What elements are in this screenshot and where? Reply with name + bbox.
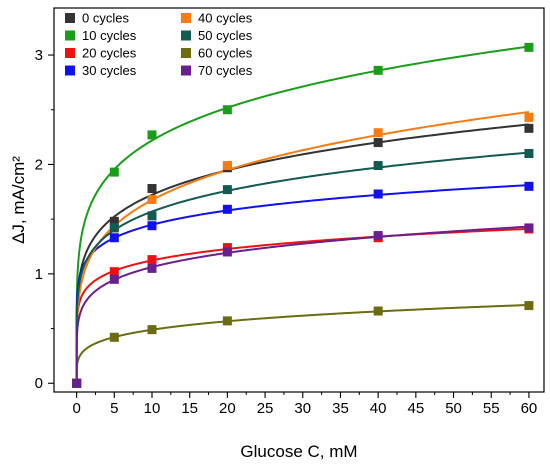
data-point	[147, 130, 157, 140]
data-point	[524, 112, 534, 122]
data-point	[147, 263, 157, 273]
y-axis-title: ΔJ, mA/cm²	[9, 156, 28, 244]
data-point	[109, 216, 119, 226]
x-tick-label: 60	[521, 400, 538, 417]
legend-marker	[181, 13, 191, 23]
data-point	[147, 221, 157, 231]
x-tick-label: 35	[332, 400, 349, 417]
x-tick-label: 50	[445, 400, 462, 417]
legend-marker	[181, 30, 191, 41]
data-point	[147, 325, 157, 335]
data-point	[72, 378, 82, 388]
data-markers	[72, 42, 534, 388]
y-tick-label: 2	[35, 156, 43, 173]
x-tick-label: 40	[370, 400, 387, 417]
data-point	[109, 223, 119, 233]
data-point	[524, 42, 534, 52]
data-point	[373, 65, 383, 75]
legend-label: 30 cycles	[82, 63, 137, 78]
x-tick-label: 45	[408, 400, 425, 417]
data-point	[373, 306, 383, 316]
fit-curve	[75, 123, 530, 384]
data-point	[373, 138, 383, 148]
legend-marker	[181, 48, 191, 58]
fit-curve	[75, 110, 530, 384]
legend-marker	[181, 65, 191, 76]
legend: 0 cycles 10 cycles 20 cycles 30 cycles 40 cy…	[65, 11, 253, 78]
y-tick-label: 0	[35, 375, 43, 392]
legend-marker	[65, 48, 75, 58]
x-tick-label: 20	[219, 400, 236, 417]
data-point	[109, 332, 119, 342]
x-axis-title: Glucose C, mM	[240, 442, 357, 461]
data-point	[373, 189, 383, 199]
legend-label: 40 cycles	[198, 11, 253, 26]
data-point	[222, 247, 232, 257]
legend-marker	[65, 65, 75, 76]
legend-marker	[65, 13, 75, 23]
fit-curve	[75, 151, 530, 384]
data-point	[373, 128, 383, 138]
data-point	[373, 231, 383, 241]
data-point	[524, 223, 534, 233]
data-point	[147, 194, 157, 204]
fit-curve	[75, 45, 530, 384]
data-point	[109, 233, 119, 243]
x-tick-label: 55	[483, 400, 500, 417]
data-point	[147, 184, 157, 194]
x-tick-label: 5	[110, 400, 118, 417]
data-point	[222, 204, 232, 214]
fit-curves	[75, 45, 530, 384]
data-point	[222, 161, 232, 171]
fit-curve	[75, 227, 529, 384]
x-tick-label: 30	[294, 400, 311, 417]
data-point	[222, 105, 232, 115]
legend-label: 50 cycles	[198, 28, 253, 43]
x-tick-label: 25	[257, 400, 274, 417]
data-point	[147, 211, 157, 221]
x-axis-ticks: 0 5 10 15 20 25 30 35 40 45 50 55 60	[72, 392, 537, 417]
data-point	[524, 123, 534, 133]
y-tick-label: 3	[35, 47, 43, 64]
data-point	[524, 181, 534, 191]
x-tick-label: 0	[72, 400, 80, 417]
legend-marker	[65, 30, 75, 41]
legend-label: 0 cycles	[82, 11, 129, 26]
data-point	[109, 267, 119, 277]
y-axis-ticks: 0 1 2 3	[35, 47, 54, 392]
x-tick-label: 10	[144, 400, 161, 417]
x-tick-label: 15	[181, 400, 198, 417]
data-point	[373, 161, 383, 171]
data-point	[147, 255, 157, 265]
legend-label: 60 cycles	[198, 46, 253, 61]
legend-label: 70 cycles	[198, 63, 253, 78]
legend-label: 20 cycles	[82, 46, 137, 61]
data-point	[222, 185, 232, 195]
legend-label: 10 cycles	[82, 28, 137, 43]
fit-curve	[75, 225, 529, 384]
fit-curve	[75, 303, 529, 384]
data-point	[524, 149, 534, 159]
y-tick-label: 1	[35, 266, 43, 283]
data-point	[222, 316, 232, 326]
data-point	[109, 167, 119, 177]
plot-frame	[53, 7, 545, 393]
data-point	[109, 274, 119, 284]
data-point	[524, 301, 534, 311]
